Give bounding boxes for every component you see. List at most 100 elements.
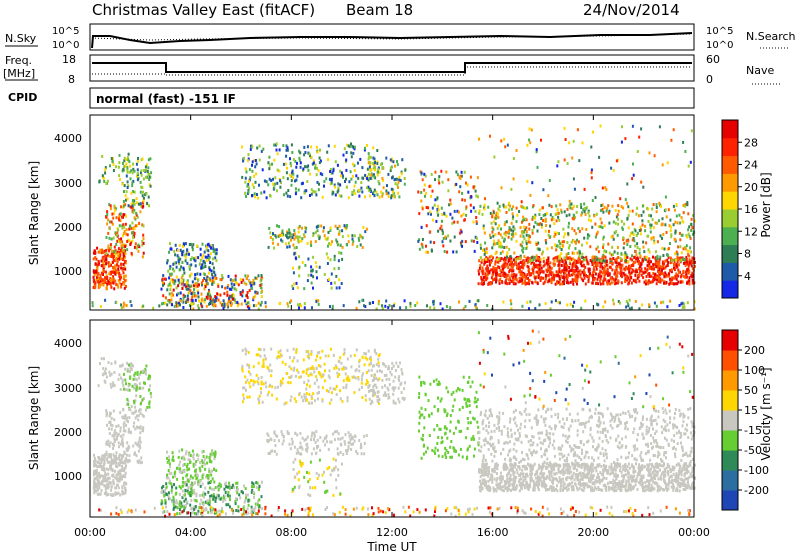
range-cell <box>198 506 200 509</box>
range-cell <box>652 256 654 259</box>
range-cell <box>316 226 318 229</box>
range-cell <box>116 479 118 482</box>
range-cell <box>207 243 209 246</box>
range-cell <box>139 382 141 385</box>
range-cell <box>126 190 128 193</box>
range-cell <box>322 230 324 233</box>
range-cell <box>148 173 150 176</box>
range-cell <box>376 162 378 165</box>
nsky-label: N.Sky <box>5 32 37 45</box>
range-cell <box>642 241 644 244</box>
range-cell <box>367 168 369 171</box>
range-cell <box>526 242 528 245</box>
range-cell <box>244 299 246 302</box>
range-cell <box>352 163 354 166</box>
range-cell <box>386 184 388 187</box>
range-cell <box>661 247 663 250</box>
range-cell <box>453 221 455 224</box>
range-cell <box>454 210 456 213</box>
range-cell <box>506 251 508 254</box>
range-cell <box>131 192 133 195</box>
range-cell <box>432 300 434 303</box>
range-cell <box>241 303 243 306</box>
range-cell <box>215 277 217 280</box>
range-cell <box>521 282 523 285</box>
range-cell <box>115 493 117 496</box>
range-cell <box>305 388 307 391</box>
range-cell <box>644 225 646 228</box>
range-cell <box>565 138 567 141</box>
range-cell <box>593 266 595 269</box>
range-cell <box>105 479 107 482</box>
range-cell <box>137 250 139 253</box>
range-cell <box>211 488 213 491</box>
range-cell <box>546 270 548 273</box>
range-cell <box>549 225 551 228</box>
range-cell <box>627 302 629 305</box>
range-cell <box>684 150 686 153</box>
range-cell <box>447 189 449 192</box>
range-cell <box>600 283 602 286</box>
range-cell <box>171 489 173 492</box>
range-cell <box>150 392 152 395</box>
range-cell <box>216 252 218 255</box>
range-cell <box>652 263 654 266</box>
range-cell <box>247 191 249 194</box>
range-cell <box>116 473 118 476</box>
range-cell <box>106 236 108 239</box>
range-cell <box>573 214 575 217</box>
range-cell <box>520 274 522 277</box>
range-cell <box>629 245 631 248</box>
range-cell <box>222 500 224 503</box>
range-cell <box>143 237 145 240</box>
range-cell <box>574 188 576 191</box>
range-cell <box>267 161 269 164</box>
range-cell <box>519 277 521 280</box>
range-cell <box>106 213 108 216</box>
range-cell <box>574 229 576 232</box>
range-cell <box>539 258 541 261</box>
range-cell <box>193 489 195 492</box>
range-cell <box>123 373 125 376</box>
range-cell <box>312 287 314 290</box>
range-cell <box>112 381 114 384</box>
range-cell <box>200 485 202 488</box>
range-cell <box>429 185 431 188</box>
range-cell <box>245 167 247 170</box>
range-cell <box>570 281 572 284</box>
range-cell <box>125 388 127 391</box>
range-cell <box>181 276 183 279</box>
range-cell <box>355 174 357 177</box>
range-cell <box>348 240 350 243</box>
range-cell <box>446 305 448 308</box>
range-cell <box>434 178 436 181</box>
range-cell <box>553 262 555 265</box>
range-cell <box>369 302 371 305</box>
range-cell <box>124 268 126 271</box>
range-cell <box>111 221 113 224</box>
range-cell <box>125 466 127 469</box>
range-cell <box>623 274 625 277</box>
range-cell <box>377 168 379 171</box>
range-cell <box>401 172 403 175</box>
range-cell <box>632 125 634 128</box>
range-cell <box>104 172 106 175</box>
range-cell <box>179 460 181 463</box>
range-cell <box>123 283 125 286</box>
range-cell <box>632 163 634 166</box>
range-cell <box>534 256 536 259</box>
range-cell <box>190 507 192 510</box>
range-cell <box>519 257 521 260</box>
range-cell <box>376 149 378 152</box>
range-cell <box>593 214 595 217</box>
range-cell <box>210 480 212 483</box>
nsearch-scale-top: 10^5 <box>706 26 733 37</box>
range-cell <box>532 282 534 285</box>
range-cell <box>341 229 343 232</box>
range-cell <box>98 384 100 387</box>
range-cell <box>364 147 366 150</box>
range-cell <box>270 179 272 182</box>
range-cell <box>330 282 332 285</box>
range-cell <box>682 306 684 309</box>
range-cell <box>573 252 575 255</box>
